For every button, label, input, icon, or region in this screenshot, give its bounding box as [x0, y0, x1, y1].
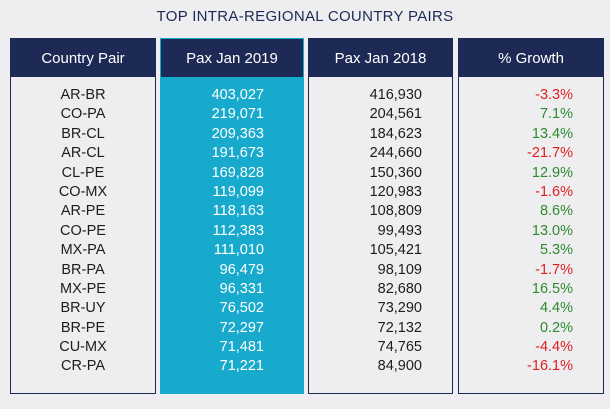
table-cell-growth: -16.1% — [527, 358, 573, 375]
table-cell-pair: CL-PE — [61, 164, 105, 181]
table-cell-growth: -21.7% — [527, 145, 573, 162]
table-cell-pax2019: 71,221 — [219, 358, 264, 375]
table-cell-growth: 7.1% — [539, 106, 573, 123]
table-cell-pair: BR-UY — [60, 300, 106, 317]
column-country-pair: Country Pair AR-BR CO-PA BR-CL AR-CL CL-PE CO… — [10, 38, 156, 394]
table-cell-pax2019: 96,479 — [219, 261, 264, 278]
table-cell-growth: 12.9% — [531, 164, 573, 181]
table-title: TOP INTRA-REGIONAL COUNTRY PAIRS — [156, 8, 454, 25]
table-cell-growth: -3.3% — [535, 87, 573, 103]
table-cell-pair: CR-PA — [60, 358, 106, 375]
column-pax-2019: Pax Jan 2019 403,027 219,071 209,363 191,67… — [160, 38, 304, 394]
table-cell-pair: CO-PA — [60, 106, 106, 123]
table-cell-pax2019: 119,099 — [212, 183, 264, 200]
table-cell-pair: CU-MX — [59, 339, 107, 356]
table-cell-pax2019: 96,331 — [219, 280, 264, 297]
table-cell-pair: BR-CL — [61, 125, 105, 142]
table-cell-pax2018: 72,132 — [377, 319, 422, 336]
table-cell-growth: 0.2% — [539, 319, 573, 336]
table-cell-growth: 4.4% — [539, 300, 573, 317]
table-cell-pax2018: 108,809 — [369, 203, 422, 220]
table-cell-pax2018: 98,109 — [377, 261, 422, 278]
column-body-country-pair: AR-BR CO-PA BR-CL AR-CL CL-PE CO-MX AR-PE CO-PE… — [11, 77, 155, 377]
table-cell-pax2018: 150,360 — [369, 164, 422, 181]
column-header-pax-2018: Pax Jan 2018 — [309, 39, 452, 77]
column-body-growth: -3.3% 7.1% 13.4% -21.7% 12.9% -1.6% 8.6% 13.0% 5… — [459, 77, 603, 377]
column-header-country-pair: Country Pair — [11, 39, 155, 77]
table-cell-pax2019: 71,481 — [219, 339, 264, 356]
column-body-pax-2018: 416,930 204,561 184,623 244,660 150,360 120,9… — [309, 77, 452, 377]
table-cell-pax2019: 191,673 — [211, 145, 264, 162]
column-growth: % Growth -3.3% 7.1% 13.4% -21.7% 12.9% -1.6% 8… — [458, 38, 604, 394]
table-cell-pax2018: 99,493 — [377, 222, 422, 239]
table-cell-pax2019: 169,828 — [211, 164, 264, 181]
table-cell-pax2018: 120,983 — [369, 183, 422, 200]
table-cell-pax2019: 111,010 — [213, 242, 264, 259]
table-cell-pair: CO-MX — [58, 183, 108, 200]
table-cell-pair: BR-PE — [60, 319, 106, 336]
table-cell-growth: -1.6% — [535, 183, 573, 200]
table-cell-growth: -4.4% — [535, 339, 573, 356]
table-cell-growth: 8.6% — [539, 203, 573, 220]
table-cell-growth: 13.0% — [531, 222, 573, 239]
column-pax-2018: Pax Jan 2018 416,930 204,561 184,623 244,66… — [308, 38, 453, 394]
column-header-pax-2019: Pax Jan 2019 — [161, 39, 303, 77]
table-cell-pax2019: 118,163 — [212, 203, 264, 220]
column-body-pax-2019: 403,027 219,071 209,363 191,673 169,828 119,0… — [161, 77, 303, 377]
table-cell-pax2019: 219,071 — [211, 106, 264, 123]
table-cell-pax2018: 73,290 — [377, 300, 422, 317]
table-cell-pax2018: 244,660 — [369, 145, 422, 162]
table-cell-pair: MX-PA — [60, 242, 106, 259]
table-cell-growth: 13.4% — [531, 125, 573, 142]
table-cell-pax2019: 209,363 — [211, 125, 264, 142]
table-cell-pair: MX-PE — [60, 280, 106, 297]
table-cell-pair: AR-CL — [61, 145, 105, 162]
table-cell-pax2018: 84,900 — [377, 358, 422, 375]
column-header-growth: % Growth — [459, 39, 603, 77]
table-cell-pax2019: 72,297 — [219, 319, 264, 336]
table-cell-pax2018: 105,421 — [369, 242, 422, 259]
table-cell-pax2019: 112,383 — [212, 222, 264, 239]
table-cell-pax2019: 76,502 — [219, 300, 264, 317]
table-cell-pax2018: 82,680 — [377, 280, 422, 297]
table-cell-pax2018: 184,623 — [369, 125, 422, 142]
table-cell-pax2018: 204,561 — [369, 106, 422, 123]
table-cell-pair: AR-PE — [60, 203, 106, 220]
table-cell-growth: 16.5% — [531, 280, 573, 297]
table-cell-growth: -1.7% — [535, 261, 573, 278]
table-cell-pax2018: 74,765 — [377, 339, 422, 356]
table-cell-pax2018: 416,930 — [369, 87, 422, 103]
table-cell-growth: 5.3% — [539, 242, 573, 259]
table-cell-pair: CO-PE — [60, 222, 106, 239]
table-cell-pair: AR-BR — [60, 87, 106, 103]
table-cell-pax2019: 403,027 — [211, 87, 264, 103]
table-cell-pair: BR-PA — [61, 261, 105, 278]
